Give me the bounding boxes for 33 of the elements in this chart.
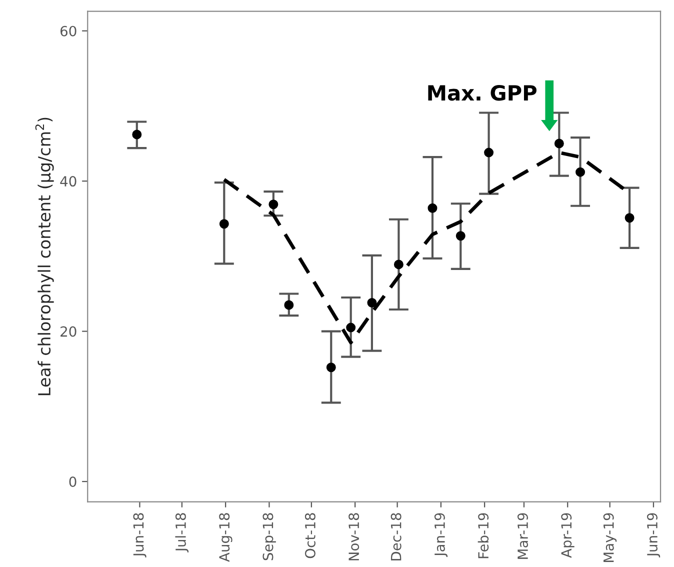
point [268, 200, 278, 210]
point [428, 203, 438, 213]
x-tick-label: Dec-18 [390, 513, 402, 560]
annotation: Max. GPP [428, 85, 536, 101]
x-tick-label: Oct-18 [304, 513, 316, 558]
x-tick-label: Apr-19 [561, 513, 574, 558]
point [132, 130, 142, 140]
x-tick-label: Nov-18 [348, 513, 360, 560]
x-tick-label: May-19 [603, 513, 617, 562]
point [554, 138, 564, 148]
y-tick-label: 0 [69, 476, 76, 487]
x-tick-label: Aug-18 [219, 513, 232, 562]
y-tick-label: 20 [60, 326, 76, 337]
point [219, 219, 229, 229]
x-tick-label: Jun-18 [133, 513, 146, 558]
point [484, 148, 494, 158]
point [394, 260, 404, 270]
point [367, 298, 377, 308]
x-tick-label: Feb-19 [478, 513, 489, 558]
x-tick-label: Jun-19 [647, 513, 660, 558]
x-tick-label: Mar-19 [518, 513, 528, 559]
point [624, 213, 634, 223]
point [284, 300, 294, 310]
x-tick-label: Jul-18 [175, 513, 189, 552]
point [576, 167, 586, 177]
y-axis-title: Leaf chlorophyll content (µg/cm$^{2}$) [35, 118, 54, 396]
point [456, 231, 466, 241]
x-tick-label: Sep-18 [262, 513, 276, 560]
point [326, 362, 336, 372]
x-tick-label: Jan-19 [434, 513, 448, 558]
y-tick-label: 40 [60, 176, 76, 187]
y-tick-label: 60 [60, 26, 76, 36]
point [346, 322, 356, 332]
